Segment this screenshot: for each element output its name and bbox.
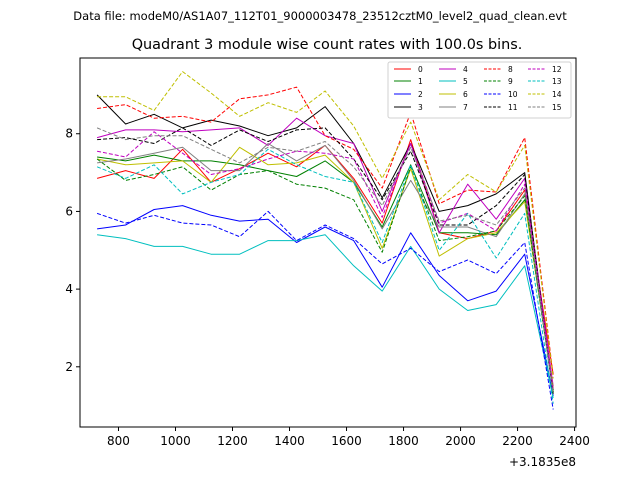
series-line-3 xyxy=(96,94,554,393)
legend-label-0: 0 xyxy=(418,65,423,74)
series-line-4 xyxy=(96,117,554,387)
x-offset-label: +3.1835e8 xyxy=(509,455,576,469)
chart-title: Quadrant 3 module wise count rates with … xyxy=(132,37,523,53)
series-line-15 xyxy=(96,127,554,395)
legend-label-14: 14 xyxy=(552,90,562,99)
x-tick-label: 1600 xyxy=(331,434,362,448)
y-tick-label: 8 xyxy=(65,127,73,141)
legend-label-15: 15 xyxy=(552,103,562,112)
legend-label-10: 10 xyxy=(508,90,518,99)
legend-label-7: 7 xyxy=(463,103,468,112)
y-tick-label: 2 xyxy=(65,360,73,374)
x-tick-label: 1400 xyxy=(274,434,305,448)
legend-label-8: 8 xyxy=(508,65,513,74)
plot-area: 800 1000 1200 1400 1600 1800 2000 2200 2400 2 4 6 8… xyxy=(65,57,590,469)
legend-label-11: 11 xyxy=(508,103,518,112)
y-tick-label: 4 xyxy=(65,282,73,296)
legend-label-12: 12 xyxy=(552,65,562,74)
series-line-12 xyxy=(97,131,554,391)
x-axis: 800 1000 1200 1400 1600 1800 2000 2200 2400 xyxy=(107,427,590,448)
series-line-5 xyxy=(97,234,554,399)
y-tick-label: 6 xyxy=(65,204,73,218)
series-line-9 xyxy=(96,158,554,393)
data-file-header: Data file: modeM0/AS1A07_112T01_90000034… xyxy=(73,9,567,23)
legend-label-4: 4 xyxy=(463,65,468,74)
legend-label-3: 3 xyxy=(418,103,423,112)
axes-border xyxy=(79,57,577,428)
legend-label-1: 1 xyxy=(418,77,423,86)
series-line-10 xyxy=(96,210,554,410)
series-line-13 xyxy=(96,148,554,404)
y-axis: 2 4 6 8 xyxy=(65,127,80,374)
series-layer xyxy=(96,71,554,410)
series-line-14 xyxy=(97,71,554,379)
series-line-8 xyxy=(97,86,554,377)
series-line-6 xyxy=(97,146,554,389)
series-line-1 xyxy=(97,154,554,391)
x-tick-label: 800 xyxy=(107,434,130,448)
legend-label-2: 2 xyxy=(418,90,423,99)
legend-label-13: 13 xyxy=(552,77,562,86)
axes-frame xyxy=(80,58,576,427)
series-line-7 xyxy=(97,143,554,395)
x-tick-label: 2000 xyxy=(445,434,476,448)
x-tick-label: 1000 xyxy=(160,434,191,448)
legend-label-6: 6 xyxy=(463,90,468,99)
x-tick-label: 1200 xyxy=(217,434,248,448)
series-line-2 xyxy=(97,205,554,396)
x-tick-label: 2200 xyxy=(502,434,533,448)
legend-label-9: 9 xyxy=(508,77,513,86)
x-tick-label: 2400 xyxy=(559,434,590,448)
x-tick-label: 1800 xyxy=(388,434,419,448)
legend-frame xyxy=(387,61,572,119)
legend-label-5: 5 xyxy=(463,77,468,86)
